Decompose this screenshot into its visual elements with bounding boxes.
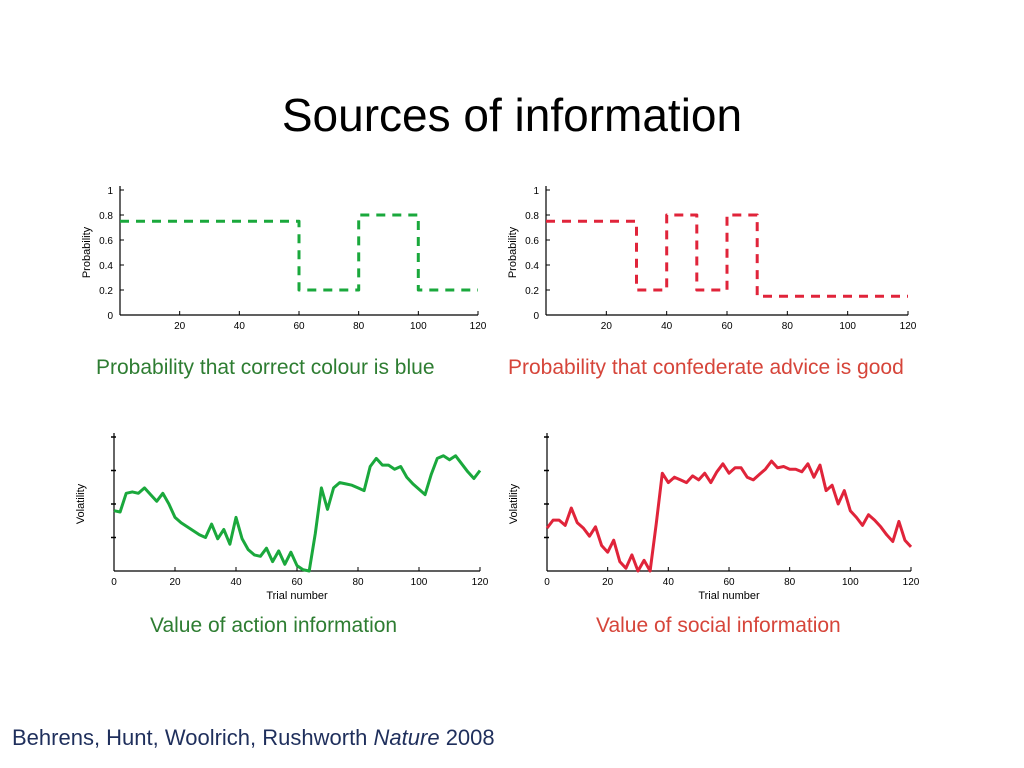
chart-social-volatility: 0 20 40 60 80 100 120 Volatility Trial number — [508, 433, 920, 602]
y-axis-label: Probability — [81, 226, 93, 278]
y-tick-label: 0.8 — [525, 211, 539, 222]
series-line — [120, 213, 478, 292]
x-tick-label: 80 — [353, 321, 365, 332]
x-tick-label: 100 — [411, 577, 428, 588]
x-axis-label: Trial number — [698, 590, 760, 602]
x-tick-label: 20 — [602, 577, 614, 588]
caption-action-value: Value of action information — [150, 614, 398, 637]
y-axis-label: Volatility — [508, 483, 520, 524]
chart-action-volatility: 0 20 40 60 80 100 120 Volatility Trial number — [75, 433, 489, 602]
x-tick-label: 100 — [839, 321, 856, 332]
y-tick-label: 1 — [533, 186, 539, 197]
y-tick-label: 0 — [533, 311, 539, 322]
y-tick-label: 0.2 — [99, 286, 113, 297]
chart-advice-probability: 20 40 60 80 100 120 0 0.2 0.4 0.6 0.8 1 Probability — [507, 186, 917, 332]
y-axis-label: Probability — [507, 226, 519, 278]
x-tick-label: 120 — [900, 321, 917, 332]
x-tick-label: 80 — [352, 577, 364, 588]
y-tick-label: 0.8 — [99, 211, 113, 222]
x-axis-label: Trial number — [266, 590, 328, 602]
x-tick-label: 40 — [663, 577, 675, 588]
x-tick-label: 120 — [470, 321, 487, 332]
caption-color-probability: Probability that correct colour is blue — [96, 356, 435, 379]
x-tick-label: 60 — [291, 577, 303, 588]
x-tick-label: 120 — [903, 577, 920, 588]
y-tick-label: 1 — [107, 186, 113, 197]
x-tick-label: 60 — [723, 577, 735, 588]
x-tick-label: 20 — [169, 577, 181, 588]
x-tick-label: 120 — [472, 577, 489, 588]
citation-journal: Nature — [373, 725, 440, 750]
x-tick-label: 0 — [111, 577, 117, 588]
y-tick-label: 0.4 — [525, 261, 539, 272]
x-tick-label: 0 — [544, 577, 550, 588]
x-tick-label: 20 — [601, 321, 613, 332]
y-tick-label: 0.6 — [525, 236, 539, 247]
caption-social-value: Value of social information — [596, 614, 841, 637]
series-line — [545, 459, 913, 573]
x-tick-label: 40 — [230, 577, 242, 588]
x-tick-label: 20 — [174, 321, 186, 332]
citation-authors: Behrens, Hunt, Woolrich, Rushworth — [12, 725, 374, 750]
y-axis-label: Volatility — [75, 483, 87, 524]
series-line — [546, 213, 908, 298]
slide-title: Sources of information — [281, 89, 743, 141]
x-tick-label: 60 — [721, 321, 733, 332]
x-tick-label: 100 — [410, 321, 427, 332]
x-tick-label: 80 — [784, 577, 796, 588]
y-tick-label: 0.2 — [525, 286, 539, 297]
series-line — [113, 454, 482, 573]
citation: Behrens, Hunt, Woolrich, Rushworth Natur… — [12, 725, 495, 751]
x-tick-label: 40 — [661, 321, 673, 332]
y-tick-label: 0.4 — [99, 261, 113, 272]
citation-year: 2008 — [439, 725, 495, 750]
chart-color-probability: 20 40 60 80 100 120 0 0.2 0.4 0.6 0.8 1 Probability — [81, 186, 487, 332]
x-tick-label: 80 — [782, 321, 794, 332]
x-tick-label: 100 — [842, 577, 859, 588]
y-tick-label: 0 — [107, 311, 113, 322]
caption-advice-probability: Probability that confederate advice is g… — [508, 356, 904, 379]
y-tick-label: 0.6 — [99, 236, 113, 247]
x-tick-label: 60 — [293, 321, 305, 332]
x-tick-label: 40 — [234, 321, 246, 332]
